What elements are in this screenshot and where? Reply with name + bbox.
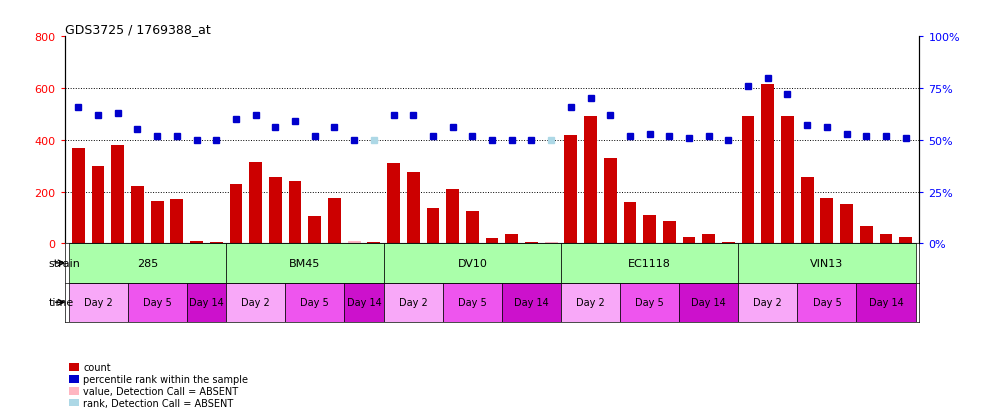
Bar <box>308 216 321 244</box>
Text: Day 14: Day 14 <box>347 297 382 308</box>
Bar <box>486 238 498 244</box>
Bar <box>226 244 384 283</box>
Bar <box>797 283 857 322</box>
Text: Day 14: Day 14 <box>189 297 224 308</box>
Text: Day 14: Day 14 <box>691 297 726 308</box>
Bar <box>561 244 739 283</box>
Bar <box>446 190 459 244</box>
Bar <box>328 199 341 244</box>
Bar <box>269 178 281 244</box>
Text: EC1118: EC1118 <box>628 258 671 268</box>
Bar <box>840 205 853 244</box>
Bar <box>584 117 597 244</box>
Text: Day 5: Day 5 <box>458 297 487 308</box>
Legend: count, percentile rank within the sample, value, Detection Call = ABSENT, rank, : count, percentile rank within the sample… <box>70 363 248 408</box>
Bar <box>230 184 243 244</box>
Bar <box>561 283 620 322</box>
Text: 285: 285 <box>137 258 158 268</box>
Text: Day 5: Day 5 <box>812 297 841 308</box>
Bar <box>820 199 833 244</box>
Bar <box>860 227 873 244</box>
Bar <box>226 283 285 322</box>
Bar <box>288 182 301 244</box>
Bar <box>739 244 915 283</box>
Bar <box>742 117 754 244</box>
Bar <box>368 242 381 244</box>
Bar <box>348 241 361 244</box>
Text: Day 5: Day 5 <box>635 297 664 308</box>
Text: Day 2: Day 2 <box>753 297 782 308</box>
Bar <box>603 159 616 244</box>
Bar <box>857 283 915 322</box>
Bar <box>187 283 226 322</box>
Text: strain: strain <box>49 258 81 268</box>
Text: Day 14: Day 14 <box>514 297 549 308</box>
Bar <box>565 135 578 244</box>
Bar <box>91 166 104 244</box>
Bar <box>344 283 384 322</box>
Bar <box>663 222 676 244</box>
Text: Day 5: Day 5 <box>300 297 329 308</box>
Bar <box>525 242 538 244</box>
Bar <box>426 209 439 244</box>
Text: GDS3725 / 1769388_at: GDS3725 / 1769388_at <box>65 23 211 36</box>
Text: Day 2: Day 2 <box>577 297 605 308</box>
Bar <box>190 241 203 244</box>
Bar <box>761 85 774 244</box>
Text: time: time <box>49 297 75 308</box>
Text: VIN13: VIN13 <box>810 258 844 268</box>
Text: Day 5: Day 5 <box>143 297 172 308</box>
Bar <box>683 237 696 244</box>
Bar <box>620 283 679 322</box>
Bar <box>623 202 636 244</box>
Bar <box>880 235 893 244</box>
Bar <box>151 201 164 244</box>
Bar <box>210 242 223 244</box>
Bar <box>111 146 124 244</box>
Text: Day 2: Day 2 <box>399 297 427 308</box>
Bar <box>801 178 813 244</box>
Bar <box>722 242 735 244</box>
Bar <box>384 283 442 322</box>
Bar <box>781 117 794 244</box>
Bar <box>69 244 226 283</box>
Bar <box>679 283 739 322</box>
Bar <box>171 200 183 244</box>
Bar <box>502 283 561 322</box>
Bar <box>900 237 912 244</box>
Bar <box>127 283 187 322</box>
Bar <box>643 215 656 244</box>
Bar <box>703 235 715 244</box>
Bar <box>72 148 84 244</box>
Text: Day 2: Day 2 <box>242 297 270 308</box>
Text: BM45: BM45 <box>289 258 321 268</box>
Bar <box>466 211 479 244</box>
Bar <box>131 187 144 244</box>
Bar <box>407 173 419 244</box>
Bar <box>285 283 344 322</box>
Bar <box>545 242 558 244</box>
Bar <box>384 244 561 283</box>
Text: Day 2: Day 2 <box>83 297 112 308</box>
Text: DV10: DV10 <box>457 258 487 268</box>
Bar <box>249 162 262 244</box>
Bar <box>442 283 502 322</box>
Bar <box>505 235 518 244</box>
Bar <box>69 283 127 322</box>
Text: Day 14: Day 14 <box>869 297 904 308</box>
Bar <box>387 164 400 244</box>
Bar <box>739 283 797 322</box>
